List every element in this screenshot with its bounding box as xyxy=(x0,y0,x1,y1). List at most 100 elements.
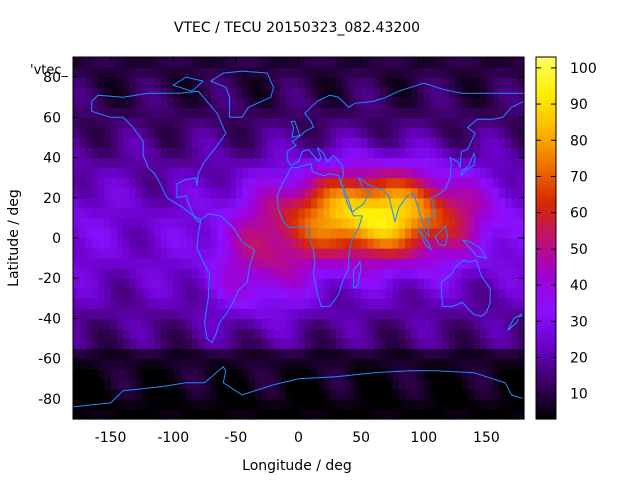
heatmap-cell xyxy=(185,77,193,88)
heatmap-cell xyxy=(73,368,80,380)
heatmap-cell xyxy=(367,288,375,299)
heatmap-cell xyxy=(154,338,162,350)
heatmap-cell xyxy=(505,67,513,78)
heatmap-cell xyxy=(154,137,162,149)
heatmap-cell xyxy=(192,338,199,350)
heatmap-cell xyxy=(279,398,287,410)
colorbar-swatch xyxy=(536,400,556,405)
heatmap-cell xyxy=(141,227,149,239)
heatmap-cell xyxy=(505,248,513,259)
heatmap-cell xyxy=(467,167,475,179)
heatmap-cell xyxy=(85,137,93,149)
heatmap-cell xyxy=(91,378,99,390)
heatmap-cell xyxy=(348,217,356,229)
heatmap-cell xyxy=(455,187,462,199)
heatmap-cell xyxy=(392,338,400,350)
heatmap-cell xyxy=(160,127,168,139)
heatmap-cell xyxy=(423,278,431,289)
heatmap-cell xyxy=(417,388,425,400)
heatmap-cell xyxy=(135,388,143,400)
heatmap-cell xyxy=(511,338,519,350)
heatmap-cell xyxy=(373,248,381,259)
heatmap-cell xyxy=(292,137,300,149)
heatmap-cell xyxy=(473,378,481,390)
heatmap-cell xyxy=(160,77,168,88)
heatmap-cell xyxy=(423,77,431,88)
heatmap-cell xyxy=(492,238,500,249)
heatmap-cell xyxy=(242,318,249,330)
heatmap-cell xyxy=(204,157,212,169)
heatmap-cell xyxy=(348,318,356,330)
heatmap-cell xyxy=(442,288,450,299)
heatmap-cell xyxy=(417,258,425,269)
heatmap-cell xyxy=(110,368,118,380)
heatmap-cell xyxy=(116,147,124,159)
heatmap-cell xyxy=(511,207,519,219)
heatmap-cell xyxy=(323,358,331,370)
heatmap-cell xyxy=(166,278,174,289)
heatmap-cell xyxy=(348,398,356,410)
heatmap-cell xyxy=(223,167,231,179)
heatmap-cell xyxy=(217,368,224,380)
heatmap-cell xyxy=(223,97,231,108)
heatmap-cell xyxy=(329,87,337,98)
heatmap-cell xyxy=(129,117,137,128)
heatmap-cell xyxy=(179,117,187,128)
heatmap-cell xyxy=(179,187,187,199)
heatmap-cell xyxy=(217,408,224,420)
heatmap-cell xyxy=(498,268,506,279)
heatmap-cell xyxy=(123,207,130,219)
heatmap-cell xyxy=(148,348,156,360)
heatmap-cell xyxy=(379,238,387,249)
heatmap-cell xyxy=(154,207,162,219)
heatmap-cell xyxy=(505,107,513,118)
heatmap-cell xyxy=(192,298,199,309)
heatmap-cell xyxy=(135,77,143,88)
heatmap-cell xyxy=(141,77,149,88)
heatmap-cell xyxy=(160,328,168,340)
heatmap-cell xyxy=(135,177,143,189)
heatmap-cell xyxy=(192,57,199,68)
heatmap-cell xyxy=(517,368,525,380)
heatmap-cell xyxy=(455,107,462,118)
heatmap-cell xyxy=(204,258,212,269)
heatmap-cell xyxy=(430,238,437,249)
heatmap-cell xyxy=(361,378,368,390)
heatmap-cell xyxy=(185,288,193,299)
heatmap-cell xyxy=(417,217,425,229)
heatmap-cell xyxy=(473,97,481,108)
heatmap-cell xyxy=(342,67,350,78)
heatmap-cell xyxy=(430,217,437,229)
heatmap-cell xyxy=(448,388,456,400)
heatmap-cell xyxy=(417,238,425,249)
heatmap-cell xyxy=(367,97,375,108)
heatmap-cell xyxy=(473,177,481,189)
heatmap-cell xyxy=(98,197,105,209)
heatmap-cell xyxy=(229,217,237,229)
heatmap-cell xyxy=(348,137,356,149)
heatmap-cell xyxy=(417,97,425,108)
heatmap-cell xyxy=(198,157,206,169)
heatmap-cell xyxy=(392,97,400,108)
heatmap-cell xyxy=(129,248,137,259)
heatmap-cell xyxy=(173,127,181,139)
heatmap-cell xyxy=(436,87,444,98)
heatmap-cell xyxy=(492,338,500,350)
heatmap-cell xyxy=(129,157,137,169)
heatmap-cell xyxy=(317,268,325,279)
heatmap-cell xyxy=(480,378,488,390)
heatmap-cell xyxy=(473,197,481,209)
heatmap-cell xyxy=(260,288,268,299)
heatmap-cell xyxy=(323,77,331,88)
heatmap-cell xyxy=(73,278,80,289)
heatmap-cell xyxy=(154,348,162,360)
heatmap-cell xyxy=(173,57,181,68)
heatmap-cell xyxy=(398,77,406,88)
heatmap-cell xyxy=(73,388,80,400)
heatmap-cell xyxy=(448,258,456,269)
heatmap-cell xyxy=(110,298,118,309)
heatmap-cell xyxy=(185,197,193,209)
colorbar-swatch xyxy=(536,174,556,179)
heatmap-cell xyxy=(229,398,237,410)
heatmap-cell xyxy=(373,147,381,159)
